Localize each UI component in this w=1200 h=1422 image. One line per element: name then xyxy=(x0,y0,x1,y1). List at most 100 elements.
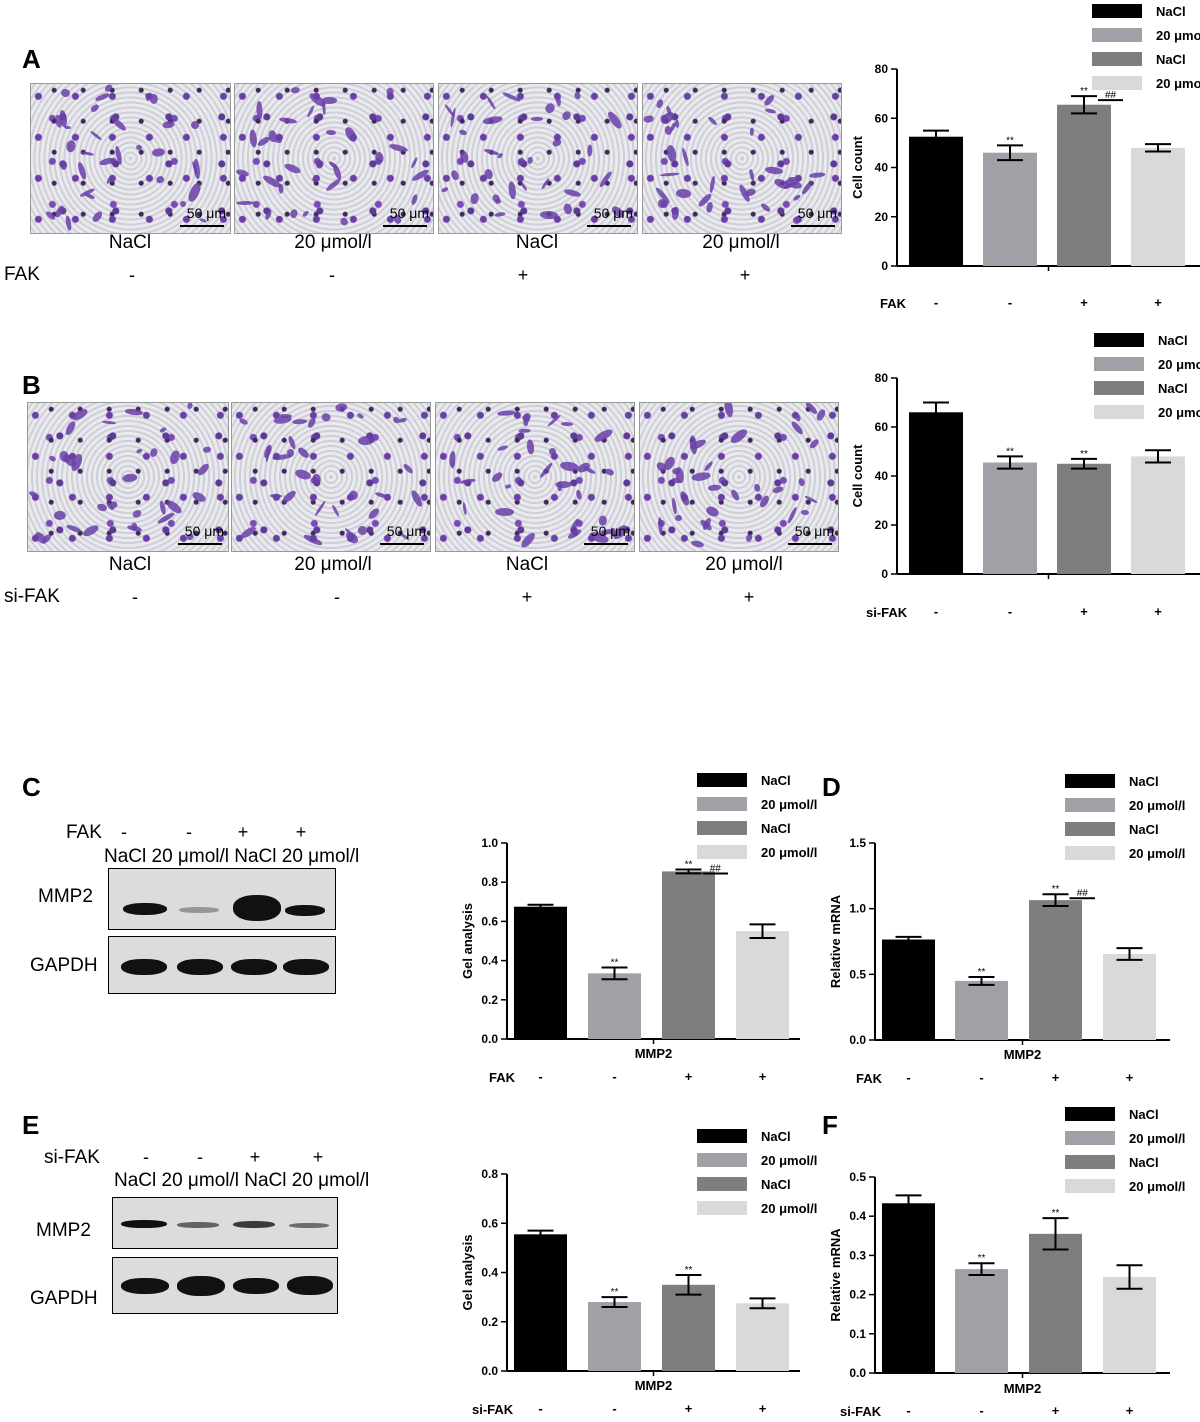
bar xyxy=(662,1284,715,1371)
row-label-fak: FAK xyxy=(66,822,102,843)
legend-entry: NaCl xyxy=(761,1129,791,1144)
x-tick-label: + xyxy=(759,1069,767,1084)
legend-entry: NaCl xyxy=(761,1177,791,1192)
bar xyxy=(909,412,963,574)
x-tick-label: - xyxy=(979,1070,983,1085)
micrograph: 50 μm xyxy=(438,83,638,234)
y-tick-label: 0.6 xyxy=(481,914,498,928)
blot-mmp2 xyxy=(108,868,336,930)
legend-swatch xyxy=(697,1177,747,1191)
scale-bar xyxy=(380,543,424,545)
legend-swatch xyxy=(1065,822,1115,836)
bar xyxy=(514,1234,567,1371)
x-tick-label: - xyxy=(1008,604,1012,619)
significance-mark: ** xyxy=(1080,449,1088,460)
row-label: si-FAK xyxy=(840,1404,882,1419)
stained-cell xyxy=(531,117,543,121)
y-axis-label: Gel analysis xyxy=(460,1235,475,1311)
blot-band xyxy=(285,905,325,916)
x-tick-label: - xyxy=(934,604,938,619)
y-tick-label: 20 xyxy=(875,518,889,532)
blot-band xyxy=(233,1278,279,1294)
y-tick-label: 0.8 xyxy=(481,875,498,889)
micrograph: 50 μm xyxy=(642,83,842,234)
x-tick-label: - xyxy=(906,1070,910,1085)
condition-label: 20 μmol/l xyxy=(294,232,372,253)
scale-bar-label: 50 μm xyxy=(593,205,633,221)
panel-label-d: D xyxy=(822,772,841,802)
legend-swatch xyxy=(1094,333,1144,347)
legend-entry: 20 μmol/l xyxy=(761,1201,817,1216)
panel-label-a: A xyxy=(22,44,41,74)
band-label-gapdh: GAPDH xyxy=(30,1288,98,1309)
blot-band xyxy=(121,1220,167,1228)
row-label: FAK xyxy=(489,1070,516,1085)
blot-band xyxy=(233,895,281,921)
scale-bar xyxy=(180,225,224,227)
legend-entry: NaCl xyxy=(1158,333,1188,348)
sign-label: + xyxy=(521,587,533,607)
blot-band xyxy=(177,1222,219,1228)
blot-gapdh xyxy=(108,936,336,994)
blot-band xyxy=(287,1276,333,1295)
bar xyxy=(955,980,1008,1040)
significance-mark: ** xyxy=(1006,135,1014,146)
y-tick-label: 0.4 xyxy=(481,1266,498,1280)
blot-band xyxy=(283,959,329,975)
micrograph: 50 μm xyxy=(30,83,231,234)
bar xyxy=(1057,104,1111,266)
bar xyxy=(662,871,715,1039)
y-tick-label: 0.0 xyxy=(849,1033,866,1047)
bar xyxy=(983,462,1037,574)
micrograph: 50 μm xyxy=(435,402,635,552)
legend-swatch xyxy=(697,845,747,859)
legend-entry: 20 μmol/l xyxy=(1129,798,1185,813)
bar xyxy=(1057,463,1111,574)
y-tick-label: 60 xyxy=(875,420,889,434)
sign-label: - xyxy=(129,265,135,285)
panel-label-e: E xyxy=(22,1110,40,1140)
bar xyxy=(1103,1276,1156,1373)
x-tick-label: - xyxy=(979,1403,983,1418)
y-tick-label: 80 xyxy=(875,62,889,76)
legend-entry: 20 μmol/l xyxy=(1129,1131,1185,1146)
legend-swatch xyxy=(1094,405,1144,419)
y-tick-label: 0 xyxy=(881,567,888,581)
y-tick-label: 0.2 xyxy=(481,1315,498,1329)
bar xyxy=(736,1303,789,1371)
x-tick-label: - xyxy=(934,295,938,310)
y-tick-label: 1.0 xyxy=(481,836,498,850)
y-tick-label: 0 xyxy=(881,259,888,273)
legend-entry: NaCl xyxy=(1158,381,1188,396)
x-axis-label: MMP2 xyxy=(635,1046,673,1061)
y-axis-label: Relative mRNA xyxy=(828,1228,843,1322)
sign-label: + xyxy=(237,822,249,842)
condition-label: NaCl xyxy=(505,554,549,575)
bar xyxy=(882,1203,935,1373)
y-tick-label: 0.5 xyxy=(849,1170,866,1184)
legend-swatch xyxy=(1092,4,1142,18)
condition-label: 20 μmol/l xyxy=(702,232,780,253)
y-tick-label: 0.0 xyxy=(481,1364,498,1378)
significance-mark: ** xyxy=(1080,86,1088,97)
x-tick-label: - xyxy=(538,1069,542,1084)
legend-swatch xyxy=(697,1129,747,1143)
legend-entry: NaCl xyxy=(1129,1107,1159,1122)
significance-mark: ** xyxy=(978,1253,986,1264)
y-tick-label: 1.0 xyxy=(849,902,866,916)
x-tick-label: + xyxy=(1154,295,1162,310)
significance-mark: ** xyxy=(1052,1208,1060,1219)
y-tick-label: 20 xyxy=(875,210,889,224)
legend-entry: NaCl xyxy=(1129,774,1159,789)
legend-entry: NaCl xyxy=(1129,1155,1159,1170)
micrograph: 50 μm xyxy=(231,402,431,552)
legend-entry: 20 μmol/l xyxy=(761,797,817,812)
blot-mmp2 xyxy=(112,1197,338,1249)
x-tick-label: + xyxy=(1126,1403,1134,1418)
y-tick-label: 0.8 xyxy=(481,1167,498,1181)
micrograph: 50 μm xyxy=(27,402,229,552)
micrograph: 50 μm xyxy=(639,402,839,552)
blot-band xyxy=(233,1221,275,1228)
legend-swatch xyxy=(697,1201,747,1215)
bar xyxy=(1029,900,1082,1040)
